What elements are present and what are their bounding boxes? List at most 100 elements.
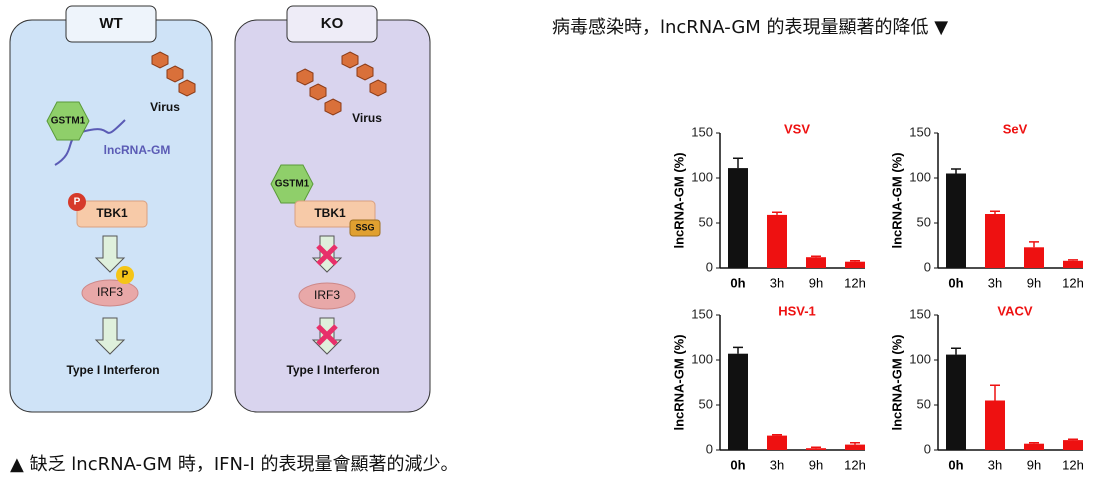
y-tick-label: 50 [917, 396, 931, 411]
chart-title: SeV [1003, 121, 1028, 136]
p-circle [68, 193, 86, 211]
x-tick-label: 0h [948, 275, 963, 290]
y-tick-label: 150 [691, 306, 713, 321]
tbk1-label: TBK1 [96, 206, 128, 220]
lncrna-label: lncRNA-GM [104, 143, 171, 157]
x-tick-label: 3h [988, 457, 1002, 472]
x-tick-label: 0h [730, 457, 745, 472]
x-tick-label: 0h [730, 275, 745, 290]
x-tick-label: 12h [844, 457, 866, 472]
y-tick-label: 0 [706, 441, 713, 456]
chart-title: VACV [997, 303, 1032, 318]
chart-title: VSV [784, 121, 810, 136]
ssg-shape [349, 219, 381, 237]
bar [1063, 260, 1083, 268]
output-label: Type I Interferon [286, 363, 379, 377]
y-tick-label: 100 [691, 351, 713, 366]
irf3-shape [81, 279, 139, 307]
bar [806, 257, 826, 268]
irf3-shape [298, 282, 356, 310]
y-axis-label: lncRNA-GM (%) [671, 152, 686, 248]
error-bar [850, 260, 860, 262]
y-axis-label: lncRNA-GM (%) [671, 334, 686, 430]
wt-tab [65, 5, 157, 43]
irf3-label: IRF3 [314, 288, 340, 302]
x-tick-label: 0h [948, 457, 963, 472]
bar [946, 173, 966, 268]
y-axis-label: lncRNA-GM (%) [889, 152, 904, 248]
bar [1024, 443, 1044, 450]
y-axis-label: lncRNA-GM (%) [889, 334, 904, 430]
bar [1063, 440, 1083, 450]
y-tick-label: 100 [909, 169, 931, 184]
x-tick-label: 12h [1062, 275, 1084, 290]
virus-icons [296, 51, 387, 116]
error-bar [951, 168, 961, 174]
x-tick-label: 9h [1027, 457, 1041, 472]
bar [985, 214, 1005, 268]
y-tick-label: 0 [924, 259, 931, 274]
error-bar [733, 346, 743, 354]
x-tick-label: 12h [844, 275, 866, 290]
error-bar [772, 211, 782, 215]
error-bar [811, 446, 821, 449]
error-bar [811, 255, 821, 258]
y-tick-label: 150 [691, 124, 713, 139]
block-mark [316, 244, 338, 266]
y-tick-label: 100 [691, 169, 713, 184]
tbk1-label: TBK1 [314, 206, 346, 220]
gstm1-label: GSTM1 [51, 116, 86, 127]
error-bar [990, 384, 1000, 401]
y-tick-label: 0 [706, 259, 713, 274]
y-tick-label: 50 [699, 214, 713, 229]
bar [728, 353, 748, 450]
gstm1-label: GSTM1 [275, 179, 310, 190]
bar [946, 354, 966, 450]
x-tick-label: 3h [770, 457, 784, 472]
ssg-label: SSG [355, 222, 374, 232]
gstm1-shape [46, 101, 90, 141]
virus-label: Virus [150, 100, 180, 114]
p-circle [116, 266, 134, 284]
irf3-label: IRF3 [97, 285, 123, 299]
error-bar [772, 433, 782, 436]
bar [806, 448, 826, 450]
tbk1-shape [76, 200, 148, 228]
bar [1024, 247, 1044, 268]
bar [767, 214, 787, 268]
bottom-caption: ▲ 缺乏 lncRNA-GM 時，IFN-I 的表現量會顯著的減少。 [10, 454, 459, 475]
error-bar [1068, 438, 1078, 441]
gstm1-shape [270, 164, 314, 204]
x-tick-label: 9h [809, 457, 823, 472]
y-tick-label: 100 [909, 351, 931, 366]
top-caption: 病毒感染時，lncRNA-GM 的表現量顯著的降低 ▼ [552, 17, 948, 38]
error-bar [1029, 241, 1039, 248]
error-bar [733, 157, 743, 169]
bar [845, 444, 865, 450]
y-tick-label: 50 [917, 214, 931, 229]
virus-label: Virus [352, 111, 382, 125]
x-tick-label: 9h [809, 275, 823, 290]
chart-title: HSV-1 [778, 303, 816, 318]
y-tick-label: 0 [924, 441, 931, 456]
error-bar [951, 347, 961, 355]
x-tick-label: 9h [1027, 275, 1041, 290]
p-label: P [74, 197, 81, 208]
ko-label: KO [321, 15, 344, 32]
bar [767, 435, 787, 450]
error-bar [990, 210, 1000, 214]
bar [985, 400, 1005, 450]
x-tick-label: 3h [988, 275, 1002, 290]
y-tick-label: 50 [699, 396, 713, 411]
block-mark [316, 324, 338, 346]
error-bar [1068, 259, 1078, 261]
bar [845, 261, 865, 268]
x-tick-label: 3h [770, 275, 784, 290]
x-tick-label: 12h [1062, 457, 1084, 472]
p-label: P [122, 270, 129, 281]
y-tick-label: 150 [909, 306, 931, 321]
error-bar [1029, 442, 1039, 444]
output-label: Type I Interferon [66, 363, 159, 377]
arrow [94, 317, 126, 355]
wt-label: WT [99, 15, 122, 32]
